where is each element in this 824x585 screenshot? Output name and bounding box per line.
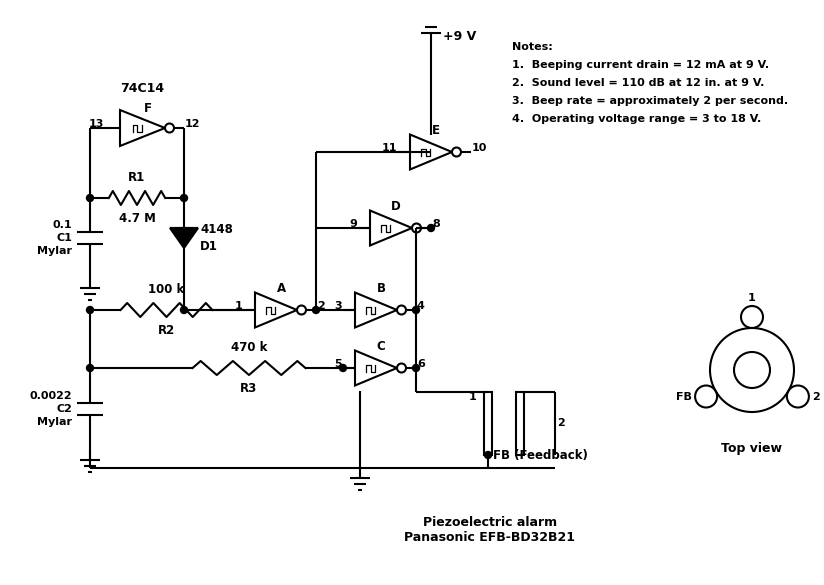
Text: 5: 5 [335,359,342,369]
Circle shape [87,194,93,201]
Circle shape [339,364,347,371]
Text: FB (Feedback): FB (Feedback) [493,449,588,463]
Text: Notes:: Notes: [512,42,553,52]
Text: 6: 6 [417,359,425,369]
Text: 3.  Beep rate = approximately 2 per second.: 3. Beep rate = approximately 2 per secon… [512,96,788,106]
Circle shape [428,225,434,232]
Text: 2: 2 [812,391,820,401]
Text: A: A [277,281,286,294]
Text: 1: 1 [748,293,756,303]
Text: 2: 2 [557,418,564,428]
Text: 100 k: 100 k [148,283,185,296]
Text: 1.  Beeping current drain = 12 mA at 9 V.: 1. Beeping current drain = 12 mA at 9 V. [512,60,769,70]
Text: 0.0022
C2
Mylar: 0.0022 C2 Mylar [30,391,72,427]
Circle shape [413,364,419,371]
Text: 12: 12 [185,119,200,129]
Text: D: D [391,199,401,212]
Text: Piezoelectric alarm
Panasonic EFB-BD32B21: Piezoelectric alarm Panasonic EFB-BD32B2… [405,516,575,544]
Circle shape [180,307,188,314]
Text: 2.  Sound level = 110 dB at 12 in. at 9 V.: 2. Sound level = 110 dB at 12 in. at 9 V… [512,78,765,88]
Text: F: F [144,102,152,115]
Text: 470 k: 470 k [231,341,267,354]
Text: 8: 8 [432,219,440,229]
Text: 4.  Operating voltage range = 3 to 18 V.: 4. Operating voltage range = 3 to 18 V. [512,114,761,124]
Text: C: C [377,339,386,353]
Circle shape [413,307,419,314]
Text: B: B [377,281,386,294]
Text: 11: 11 [382,143,397,153]
Text: 13: 13 [89,119,104,129]
Text: FB: FB [677,391,692,401]
Text: 4148
D1: 4148 D1 [200,223,233,253]
Text: Top view: Top view [722,442,783,455]
Text: 1: 1 [234,301,242,311]
Circle shape [180,194,188,201]
Text: 4.7 M: 4.7 M [119,212,156,225]
Text: 4: 4 [417,301,425,311]
Circle shape [87,364,93,371]
Text: 0.1
C1
Mylar: 0.1 C1 Mylar [37,220,72,256]
Text: +9 V: +9 V [443,29,476,43]
Circle shape [87,307,93,314]
Text: 1: 1 [468,392,476,402]
Polygon shape [170,228,198,248]
Text: R1: R1 [129,171,146,184]
Text: E: E [432,123,440,136]
Text: 74C14: 74C14 [120,81,165,95]
Text: R3: R3 [241,382,258,395]
Text: R2: R2 [158,324,176,337]
Circle shape [485,452,491,459]
Text: 9: 9 [349,219,357,229]
Bar [516,392,524,455]
Circle shape [312,307,320,314]
Bar [484,392,492,455]
Text: 10: 10 [472,143,487,153]
Text: 3: 3 [335,301,342,311]
Text: 2: 2 [317,301,325,311]
